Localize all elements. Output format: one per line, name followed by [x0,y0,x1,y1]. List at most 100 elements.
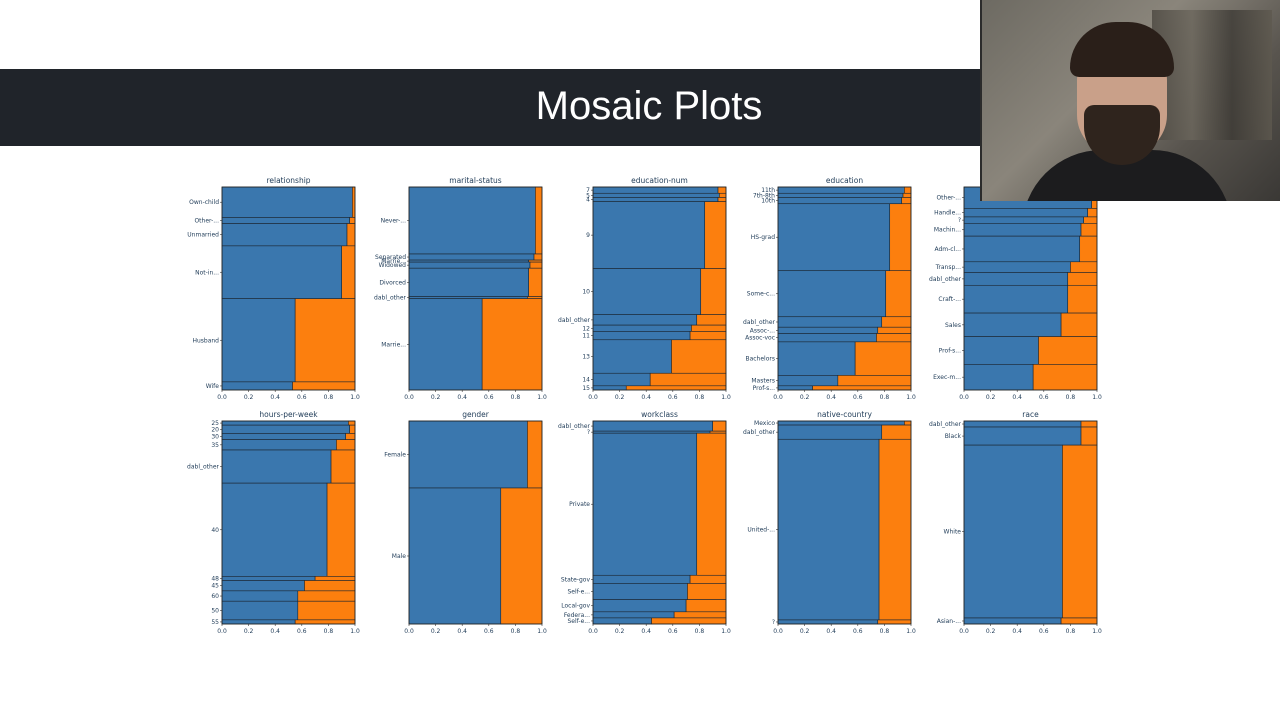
mosaic-cell-negative [963,208,1088,218]
x-tick-label: 0.0 [404,628,414,635]
x-tick-label: 0.2 [431,394,441,401]
mosaic-cell-negative [963,235,1081,263]
x-tick-label: 0.2 [986,394,996,401]
chart-title: race [1022,410,1039,419]
category-label: dabl_other [929,276,961,283]
mosaic-cell-negative [408,259,529,263]
x-tick-label: 0.8 [1066,394,1076,401]
category-label: dabl_other [374,295,406,302]
mosaic-cell-positive [1032,364,1098,391]
mosaic-cell-negative [408,296,528,299]
category-label: Marrie... [381,258,406,265]
category-label: Widowed [379,262,407,269]
mosaic-cell-negative [592,599,687,613]
presenter-hair [1070,22,1174,77]
mosaic-cell-positive [535,186,543,255]
mosaic-cell-positive [533,253,543,261]
axes-frame [777,420,912,625]
mosaic-cell-negative [777,385,813,391]
mosaic-cell-positive [527,296,543,299]
x-tick-label: 0.0 [404,394,414,401]
category-label: Unmarried [187,232,219,239]
category-label: 10th [761,198,775,205]
category-label: dabl_other [187,464,219,471]
x-tick-label: 0.0 [588,394,598,401]
x-tick-label: 0.4 [270,394,280,401]
mosaic-cell-negative [221,439,337,451]
mosaic-cell-positive [704,201,727,269]
mosaic-cell-negative [408,420,528,489]
mosaic-cell-positive [528,259,543,263]
mosaic-cell-positive [651,617,727,625]
mosaic-cell-positive [876,333,912,343]
category-label: Husband [192,337,219,344]
x-tick-label: 0.2 [431,628,441,635]
axes-frame [963,420,1098,625]
mosaic-cell-negative [221,420,349,426]
mosaic-cell-negative [777,197,902,205]
x-tick-label: 1.0 [906,394,916,401]
x-tick-label: 0.8 [324,628,334,635]
mosaic-cell-positive [673,611,727,619]
mosaic-cell-negative [777,341,856,376]
category-label: Sales [945,322,961,329]
mosaic-cell-positive [529,261,543,269]
mosaic-cell-positive [341,245,356,299]
category-label: Prof-s... [939,347,961,354]
category-label: Local-gov [561,603,590,610]
chart-title: marital-status [449,176,502,185]
mosaic-cell-negative [963,223,1082,237]
x-tick-label: 0.4 [457,628,467,635]
category-label: HS-grad [751,234,775,241]
category-label: 48 [211,575,219,582]
x-tick-label: 0.0 [217,394,227,401]
presenter-webcam [980,0,1280,201]
axes-frame [221,186,356,391]
mosaic-cell-positive [1070,261,1098,273]
mosaic-cell-negative [592,617,652,625]
category-label: 45 [211,583,219,590]
category-label: Prof-s... [753,385,775,392]
x-tick-label: 0.4 [641,394,651,401]
mosaic-cell-negative [408,298,483,391]
x-tick-label: 0.2 [615,394,625,401]
category-label: 7th-8th [753,192,775,199]
mosaic-cell-negative [221,223,348,247]
mosaic-chart-10: race dabl_other Black White Asian-... 0.0 0.2 0… [929,410,1102,635]
mosaic-cell-positive [1087,208,1098,218]
category-label: Male [392,553,407,560]
category-label: 50 [211,608,219,615]
mosaic-cell-positive [314,576,356,581]
mosaic-cell-positive [687,583,727,600]
mosaic-cell-positive [691,324,727,332]
mosaic-cell-negative [408,261,531,269]
mosaic-cell-negative [221,449,332,484]
mosaic-cell-positive [709,430,727,434]
mosaic-cell-negative [592,192,720,198]
category-label: Asian-... [937,618,961,625]
category-label: 11 [582,333,590,340]
mosaic-cell-negative [408,253,535,261]
mosaic-cell-negative [777,192,904,198]
mosaic-cell-negative [221,433,346,440]
mosaic-cell-positive [904,186,912,194]
axes-frame [221,420,356,625]
mosaic-cell-negative [408,267,529,297]
mosaic-cell-negative [592,385,627,391]
x-tick-label: 0.8 [511,394,521,401]
mosaic-cell-positive [1067,284,1098,314]
mosaic-cell-negative [221,186,353,218]
mosaic-chart-1: relationship Own-child Other-... Unmarried N… [187,176,360,401]
mosaic-cell-negative [221,381,293,391]
x-tick-label: 0.6 [1039,628,1049,635]
x-tick-label: 1.0 [537,628,547,635]
x-tick-label: 0.6 [853,628,863,635]
category-label: Mexico [754,420,775,427]
category-label: Transp... [935,264,961,271]
mosaic-chart-8: workclass dabl_other? Private State-gov Self… [558,410,731,635]
category-label: Divorced [379,279,406,286]
mosaic-cell-positive [1083,216,1098,224]
mosaic-cell-negative [592,324,692,332]
mosaic-cell-positive [854,341,912,376]
